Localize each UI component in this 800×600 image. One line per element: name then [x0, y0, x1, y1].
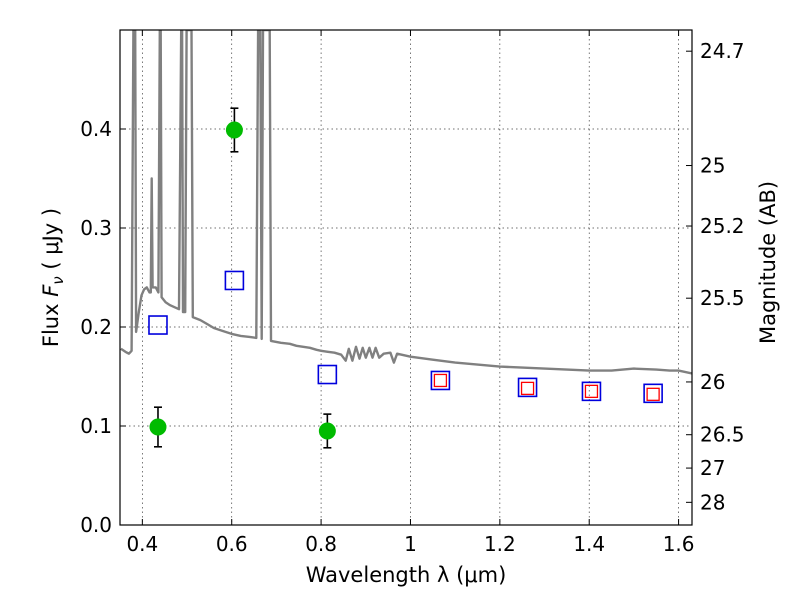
x-tick-label: 1 [404, 532, 417, 556]
model-point-blue [517, 377, 538, 398]
x-tick-label: 0.4 [126, 532, 158, 556]
y-tick-label: 0.4 [80, 117, 112, 141]
magnitude-tick-label: 28 [700, 490, 725, 514]
model-point-red [433, 373, 448, 388]
model-point-blue [643, 383, 663, 404]
magnitude-tick-label: 25.2 [700, 214, 745, 238]
model-photometry [148, 270, 663, 404]
model-point-red [646, 387, 660, 401]
magnitude-tick-label: 27 [700, 456, 725, 480]
magnitude-axis-label: Magnitude (AB) [756, 181, 780, 344]
model-point-red [584, 384, 599, 399]
magnitude-axis-ticks: 24.7 25 25.2 25.5 26 26.5 27 28 [686, 39, 745, 514]
observed-photometry [149, 107, 336, 449]
y-axis-label: Flux Fν ( μJy ) [39, 208, 67, 347]
magnitude-tick-label: 26 [700, 370, 725, 394]
y-tick-label: 0.2 [80, 315, 112, 339]
model-point-blue [581, 381, 602, 402]
observed-point [149, 418, 167, 436]
x-tick-label: 1.4 [573, 532, 605, 556]
model-point-blue [148, 315, 168, 335]
x-axis-label: Wavelength λ (μm) [306, 563, 507, 587]
y-tick-label: 0.3 [80, 216, 112, 240]
model-point-blue [430, 370, 451, 391]
model-point-red [520, 381, 535, 396]
plot-frame [119, 29, 693, 526]
model-point-blue [317, 364, 338, 385]
magnitude-tick-label: 25 [700, 154, 725, 178]
observed-point [318, 422, 336, 440]
model-spectrum [120, 30, 692, 375]
x-tick-label: 0.6 [216, 532, 248, 556]
model-point-blue [224, 270, 245, 291]
x-tick-label: 0.8 [305, 532, 337, 556]
x-axis-ticks: 0.4 0.6 0.8 1 1.2 1.4 1.6 [126, 30, 695, 556]
y-axis-ticks: 0.0 0.1 0.2 0.3 0.4 [80, 117, 126, 537]
x-tick-label: 1.2 [484, 532, 516, 556]
magnitude-tick-label: 26.5 [700, 423, 745, 447]
magnitude-tick-label: 25.5 [700, 286, 745, 310]
grid [120, 30, 692, 525]
spectrum-line [120, 30, 692, 375]
observed-point [225, 121, 243, 139]
y-tick-label: 0.1 [80, 414, 112, 438]
x-tick-label: 1.6 [663, 532, 695, 556]
y-tick-label: 0.0 [80, 513, 112, 537]
magnitude-tick-label: 24.7 [700, 39, 745, 63]
